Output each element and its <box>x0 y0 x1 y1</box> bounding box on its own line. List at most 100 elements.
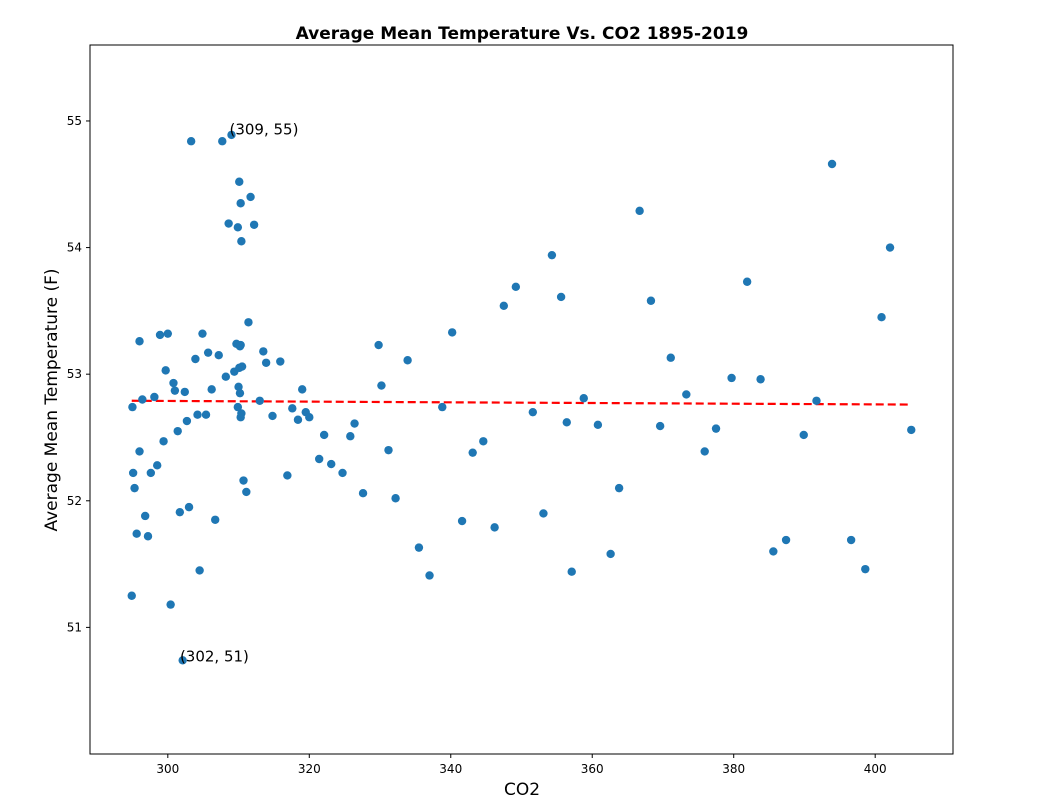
data-point <box>425 571 434 580</box>
trend-line-layer <box>131 399 911 406</box>
data-point <box>635 206 644 216</box>
data-point <box>235 388 245 398</box>
data-point <box>490 523 499 532</box>
data-point <box>606 549 615 559</box>
data-point <box>539 509 548 518</box>
data-point <box>128 402 137 412</box>
data-point <box>236 199 245 208</box>
data-point <box>150 392 159 402</box>
data-point <box>579 394 588 403</box>
data-point <box>511 282 521 292</box>
y-axis-label: Average Mean Temperature (F) <box>42 268 62 531</box>
data-point <box>414 543 424 552</box>
data-point <box>159 437 168 446</box>
data-point <box>319 430 329 440</box>
data-point <box>182 416 192 426</box>
data-point <box>218 137 227 146</box>
data-point <box>528 407 538 417</box>
chart-title: Average Mean Temperature Vs. CO2 1895-20… <box>296 24 749 44</box>
data-point <box>384 445 393 455</box>
data-point <box>233 402 243 412</box>
data-point <box>195 566 204 575</box>
y-tick-label: 52 <box>67 494 82 508</box>
y-tick-label: 51 <box>67 620 82 634</box>
data-point <box>338 468 347 478</box>
data-point <box>163 329 173 338</box>
data-point <box>298 385 307 394</box>
x-tick-label: 320 <box>298 762 321 776</box>
plot-frame <box>89 44 954 755</box>
data-point <box>479 437 488 446</box>
data-point <box>438 402 447 412</box>
data-point <box>201 410 211 419</box>
data-point <box>468 448 477 457</box>
data-point <box>885 243 895 252</box>
point-annotation: (309, 55) <box>229 121 298 139</box>
data-point <box>711 424 721 433</box>
data-point <box>161 366 170 375</box>
data-point <box>184 502 194 512</box>
data-point <box>547 250 557 260</box>
data-point <box>244 318 253 327</box>
data-point <box>877 313 886 322</box>
data-point <box>186 137 196 146</box>
data-point <box>166 600 175 609</box>
data-points <box>127 130 916 665</box>
x-axis-ticks: 300 320 340 360 380 400 <box>156 754 887 776</box>
data-point <box>907 425 916 435</box>
data-point <box>846 535 856 545</box>
y-tick-label: 53 <box>67 367 82 381</box>
x-tick-label: 400 <box>864 762 887 776</box>
data-point <box>234 382 243 392</box>
data-point <box>727 373 736 383</box>
y-tick-label: 54 <box>67 241 82 255</box>
data-point <box>756 375 765 384</box>
data-point <box>276 357 285 366</box>
data-point <box>191 354 200 364</box>
data-point <box>781 535 791 545</box>
data-point <box>403 356 412 365</box>
x-tick-label: 380 <box>722 762 745 776</box>
point-annotation: (302, 51) <box>180 647 249 665</box>
data-point <box>130 483 139 493</box>
data-point <box>391 494 400 503</box>
data-point <box>233 223 243 232</box>
data-point <box>288 404 297 413</box>
data-point <box>614 483 624 493</box>
data-point <box>127 591 136 600</box>
data-point <box>242 487 251 497</box>
data-point <box>153 461 162 470</box>
data-point <box>178 656 187 665</box>
data-point <box>350 419 359 428</box>
data-point <box>214 350 223 360</box>
data-point <box>447 328 457 337</box>
data-point <box>128 468 138 478</box>
data-point <box>499 301 509 311</box>
data-point <box>224 219 233 228</box>
data-point <box>259 347 268 356</box>
data-point <box>173 426 182 436</box>
data-point <box>140 511 150 521</box>
data-point <box>374 340 383 350</box>
data-point <box>666 353 675 362</box>
data-point <box>646 296 656 305</box>
data-point <box>170 386 180 395</box>
y-axis-ticks: 51 52 53 54 55 <box>67 114 90 634</box>
data-point <box>237 362 247 371</box>
x-axis-label: CO2 <box>504 780 540 800</box>
data-point <box>283 471 292 480</box>
data-point <box>769 547 778 556</box>
data-point <box>655 421 665 431</box>
data-point <box>227 130 236 140</box>
data-point <box>175 507 185 517</box>
data-point <box>135 337 144 346</box>
x-tick-label: 340 <box>439 762 462 776</box>
data-point <box>567 567 576 576</box>
data-point <box>562 418 571 427</box>
data-point <box>221 372 231 381</box>
trend-line <box>131 399 911 406</box>
data-point <box>169 378 178 388</box>
data-point <box>305 413 314 422</box>
data-point <box>812 396 821 405</box>
data-point <box>180 387 189 397</box>
